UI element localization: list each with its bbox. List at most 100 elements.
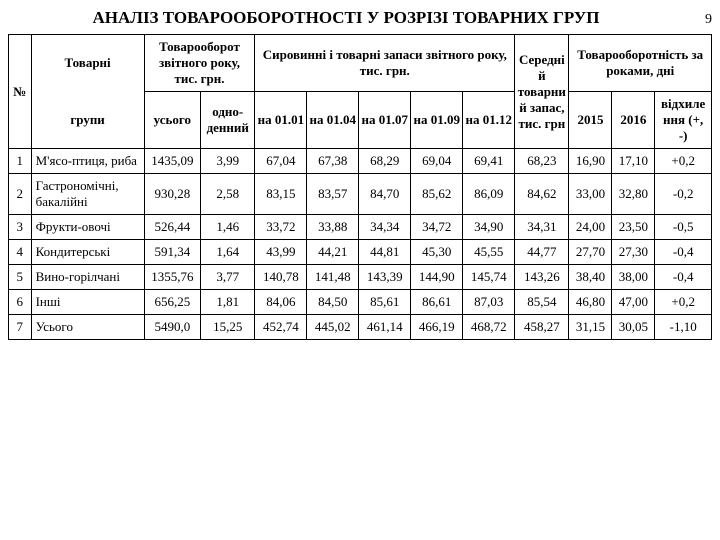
cell-group-name: Фрукти-овочі <box>31 215 144 240</box>
cell-group-name: М'ясо-птиця, риба <box>31 149 144 174</box>
cell-value: -0,5 <box>655 215 712 240</box>
cell-value: 458,27 <box>515 315 569 340</box>
cell-value: 44,81 <box>359 240 411 265</box>
cell-value: 84,50 <box>307 290 359 315</box>
cell-value: 27,70 <box>569 240 612 265</box>
table-row: 4Кондитерські591,341,6443,9944,2144,8145… <box>9 240 712 265</box>
cell-value: 45,30 <box>411 240 463 265</box>
cell-value: 2,58 <box>201 174 255 215</box>
cell-value: 44,21 <box>307 240 359 265</box>
cell-row-num: 2 <box>9 174 32 215</box>
cell-value: 1,46 <box>201 215 255 240</box>
header-days: Товарооборотність за роками, дні <box>569 35 712 92</box>
cell-row-num: 1 <box>9 149 32 174</box>
cell-value: 15,25 <box>201 315 255 340</box>
cell-value: 46,80 <box>569 290 612 315</box>
cell-row-num: 6 <box>9 290 32 315</box>
cell-value: 67,04 <box>255 149 307 174</box>
header-num: № <box>9 35 32 149</box>
cell-value: 466,19 <box>411 315 463 340</box>
cell-value: 38,40 <box>569 265 612 290</box>
cell-value: 86,09 <box>463 174 515 215</box>
cell-value: 526,44 <box>144 215 201 240</box>
cell-row-num: 7 <box>9 315 32 340</box>
cell-value: 33,72 <box>255 215 307 240</box>
cell-value: 145,74 <box>463 265 515 290</box>
page-number: 9 <box>684 12 712 28</box>
cell-value: 140,78 <box>255 265 307 290</box>
header-turnover: Товарооборот звітного року, тис. грн. <box>144 35 255 92</box>
cell-value: 34,34 <box>359 215 411 240</box>
header-avg: Середній товарний запас, тис. грн <box>515 35 569 149</box>
cell-group-name: Кондитерські <box>31 240 144 265</box>
cell-value: 84,62 <box>515 174 569 215</box>
header-group-top: Товарні <box>31 35 144 92</box>
cell-value: 656,25 <box>144 290 201 315</box>
table-row: 3Фрукти-овочі526,441,4633,7233,8834,3434… <box>9 215 712 240</box>
cell-value: -1,10 <box>655 315 712 340</box>
cell-value: 69,04 <box>411 149 463 174</box>
cell-value: 591,34 <box>144 240 201 265</box>
cell-value: 461,14 <box>359 315 411 340</box>
cell-value: 31,15 <box>569 315 612 340</box>
page-title: АНАЛІЗ ТОВАРООБОРОТНОСТІ У РОЗРІЗІ ТОВАР… <box>8 8 684 28</box>
cell-value: 83,57 <box>307 174 359 215</box>
header-y2016: 2016 <box>612 92 655 149</box>
cell-value: 1355,76 <box>144 265 201 290</box>
header-turnover-total: усього <box>144 92 201 149</box>
table-row: 7Усього5490,015,25452,74445,02461,14466,… <box>9 315 712 340</box>
cell-value: 44,77 <box>515 240 569 265</box>
table-row: 1М'ясо-птиця, риба1435,093,9967,0467,386… <box>9 149 712 174</box>
cell-value: 930,28 <box>144 174 201 215</box>
cell-value: 47,00 <box>612 290 655 315</box>
cell-value: 34,90 <box>463 215 515 240</box>
cell-group-name: Гастрономічні, бакалійні <box>31 174 144 215</box>
header-s4: на 01.09 <box>411 92 463 149</box>
cell-value: 143,39 <box>359 265 411 290</box>
cell-value: 23,50 <box>612 215 655 240</box>
cell-value: 68,23 <box>515 149 569 174</box>
cell-value: 32,80 <box>612 174 655 215</box>
table-row: 6Інші656,251,8184,0684,5085,6186,6187,03… <box>9 290 712 315</box>
cell-value: 30,05 <box>612 315 655 340</box>
cell-value: 3,77 <box>201 265 255 290</box>
cell-group-name: Інші <box>31 290 144 315</box>
header-turnover-daily: одно-денний <box>201 92 255 149</box>
cell-row-num: 5 <box>9 265 32 290</box>
cell-value: 16,90 <box>569 149 612 174</box>
cell-value: 84,70 <box>359 174 411 215</box>
cell-value: -0,2 <box>655 174 712 215</box>
cell-value: 38,00 <box>612 265 655 290</box>
cell-value: 86,61 <box>411 290 463 315</box>
cell-value: 83,15 <box>255 174 307 215</box>
cell-value: +0,2 <box>655 290 712 315</box>
cell-value: 24,00 <box>569 215 612 240</box>
cell-value: 3,99 <box>201 149 255 174</box>
cell-value: 87,03 <box>463 290 515 315</box>
cell-value: 1435,09 <box>144 149 201 174</box>
cell-value: 85,54 <box>515 290 569 315</box>
cell-value: 1,81 <box>201 290 255 315</box>
cell-row-num: 4 <box>9 240 32 265</box>
header-stocks: Сировинні і товарні запаси звітного року… <box>255 35 515 92</box>
cell-value: 445,02 <box>307 315 359 340</box>
cell-value: 67,38 <box>307 149 359 174</box>
cell-row-num: 3 <box>9 215 32 240</box>
cell-value: 1,64 <box>201 240 255 265</box>
cell-value: 68,29 <box>359 149 411 174</box>
cell-value: 34,31 <box>515 215 569 240</box>
cell-value: 141,48 <box>307 265 359 290</box>
cell-value: +0,2 <box>655 149 712 174</box>
cell-value: 143,26 <box>515 265 569 290</box>
cell-value: 33,88 <box>307 215 359 240</box>
header-s3: на 01.07 <box>359 92 411 149</box>
cell-value: 5490,0 <box>144 315 201 340</box>
header-s2: на 01.04 <box>307 92 359 149</box>
cell-value: 85,61 <box>359 290 411 315</box>
header-s5: на 01.12 <box>463 92 515 149</box>
cell-value: 34,72 <box>411 215 463 240</box>
cell-value: 27,30 <box>612 240 655 265</box>
header-group-bot: групи <box>31 92 144 149</box>
table-row: 2Гастрономічні, бакалійні930,282,5883,15… <box>9 174 712 215</box>
table-row: 5Вино-горілчані1355,763,77140,78141,4814… <box>9 265 712 290</box>
